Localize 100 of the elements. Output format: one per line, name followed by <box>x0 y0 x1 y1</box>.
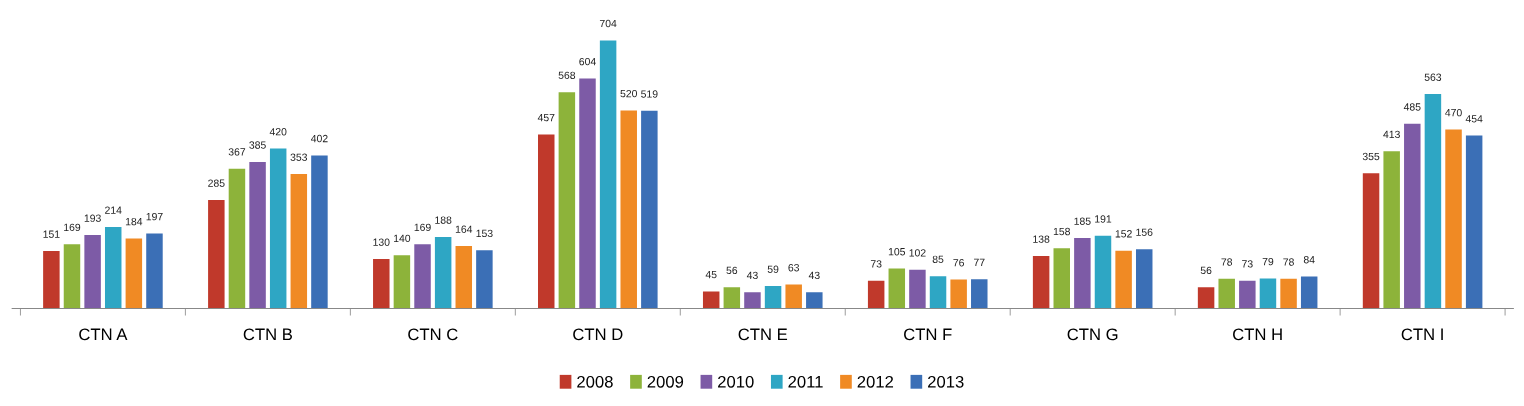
data-label: 188 <box>435 216 452 224</box>
bar <box>1053 248 1070 309</box>
data-label: 56 <box>1200 266 1212 275</box>
x-tick-label: CTN C <box>408 328 458 341</box>
data-label: 184 <box>125 217 143 226</box>
bar <box>1445 129 1462 309</box>
x-tick-label: CTN F <box>904 328 952 341</box>
data-label: 214 <box>105 206 122 214</box>
x-tick-label: CTN D <box>573 328 623 341</box>
bar <box>620 110 637 309</box>
bar <box>104 227 122 309</box>
data-label: 59 <box>767 265 779 273</box>
bar <box>1404 123 1421 309</box>
data-label: 385 <box>249 141 266 149</box>
data-label: 130 <box>373 238 390 246</box>
bar <box>1094 235 1112 309</box>
data-label: 185 <box>1074 217 1091 225</box>
data-label: 353 <box>290 153 308 161</box>
x-tick-label: CTN H <box>1233 328 1282 341</box>
data-label: 56 <box>726 266 738 275</box>
data-label: 140 <box>394 234 411 243</box>
bar <box>599 40 617 309</box>
data-label: 193 <box>84 214 101 222</box>
legend-label: 2009 <box>647 375 684 388</box>
bar <box>290 174 308 309</box>
bar <box>1259 278 1277 309</box>
data-label: 151 <box>43 230 60 238</box>
bar <box>888 268 906 309</box>
legend-label: 2012 <box>857 375 894 388</box>
bar <box>950 279 967 309</box>
data-label: 520 <box>620 89 638 98</box>
bar <box>538 134 555 309</box>
data-label: 73 <box>1242 260 1253 268</box>
data-label: 285 <box>208 179 225 187</box>
data-label: 568 <box>558 71 576 80</box>
legend-label: 2011 <box>788 375 823 388</box>
data-label: 84 <box>1303 256 1315 264</box>
bar <box>414 244 431 309</box>
bar <box>455 246 473 309</box>
data-label: 138 <box>1033 235 1050 243</box>
bar <box>909 269 926 309</box>
data-label: 105 <box>888 248 906 256</box>
data-label: 454 <box>1465 115 1483 123</box>
bar <box>373 259 390 309</box>
data-label: 197 <box>146 212 163 221</box>
bar <box>641 110 658 309</box>
data-label: 153 <box>476 229 493 238</box>
bar <box>1383 151 1400 309</box>
bar <box>476 250 493 309</box>
data-label: 43 <box>808 271 820 280</box>
bar <box>806 292 823 309</box>
data-label: 191 <box>1095 215 1112 223</box>
data-label: 156 <box>1136 228 1153 236</box>
data-label: 563 <box>1424 73 1442 81</box>
data-label: 43 <box>746 271 758 280</box>
bar <box>1300 276 1318 309</box>
data-label: 63 <box>788 264 800 272</box>
bar <box>228 168 246 309</box>
bar <box>43 251 60 309</box>
data-label: 704 <box>599 19 617 28</box>
data-label: 78 <box>1283 258 1294 266</box>
data-label: 485 <box>1403 103 1421 111</box>
data-label: 152 <box>1115 230 1132 238</box>
bar <box>1465 135 1483 309</box>
bar <box>1115 250 1132 309</box>
bar <box>434 236 452 309</box>
legend-label: 2013 <box>928 375 964 388</box>
x-tick-label: CTN A <box>79 328 128 341</box>
bar <box>1135 249 1153 309</box>
x-tick-label: CTN G <box>1067 328 1118 341</box>
bar <box>1280 278 1297 309</box>
bar <box>579 78 596 309</box>
legend-label: 2010 <box>718 375 754 388</box>
bar <box>764 286 782 309</box>
data-label: 413 <box>1383 130 1400 139</box>
data-label: 78 <box>1221 258 1233 266</box>
bar <box>971 279 988 309</box>
legend-label: 2008 <box>577 375 613 388</box>
data-label: 164 <box>455 225 473 233</box>
bar <box>785 284 802 309</box>
bar <box>1239 280 1256 309</box>
data-label: 158 <box>1053 227 1070 236</box>
bar <box>393 255 411 309</box>
data-label: 402 <box>310 134 328 143</box>
bar <box>1218 278 1235 309</box>
x-tick-label: CTN E <box>738 328 788 341</box>
data-label: 76 <box>953 259 964 267</box>
x-tick-label: CTN I <box>1401 328 1443 341</box>
bar <box>744 292 761 309</box>
data-label: 169 <box>64 223 81 232</box>
data-label: 367 <box>228 148 246 156</box>
bar <box>208 199 225 309</box>
data-label: 355 <box>1362 152 1380 161</box>
data-label: 470 <box>1445 108 1462 117</box>
data-label: 457 <box>537 114 555 122</box>
x-tick-label: CTN B <box>243 328 292 341</box>
bar <box>146 233 163 309</box>
data-label: 519 <box>641 90 658 98</box>
bar <box>929 276 947 309</box>
data-label: 169 <box>414 223 431 232</box>
